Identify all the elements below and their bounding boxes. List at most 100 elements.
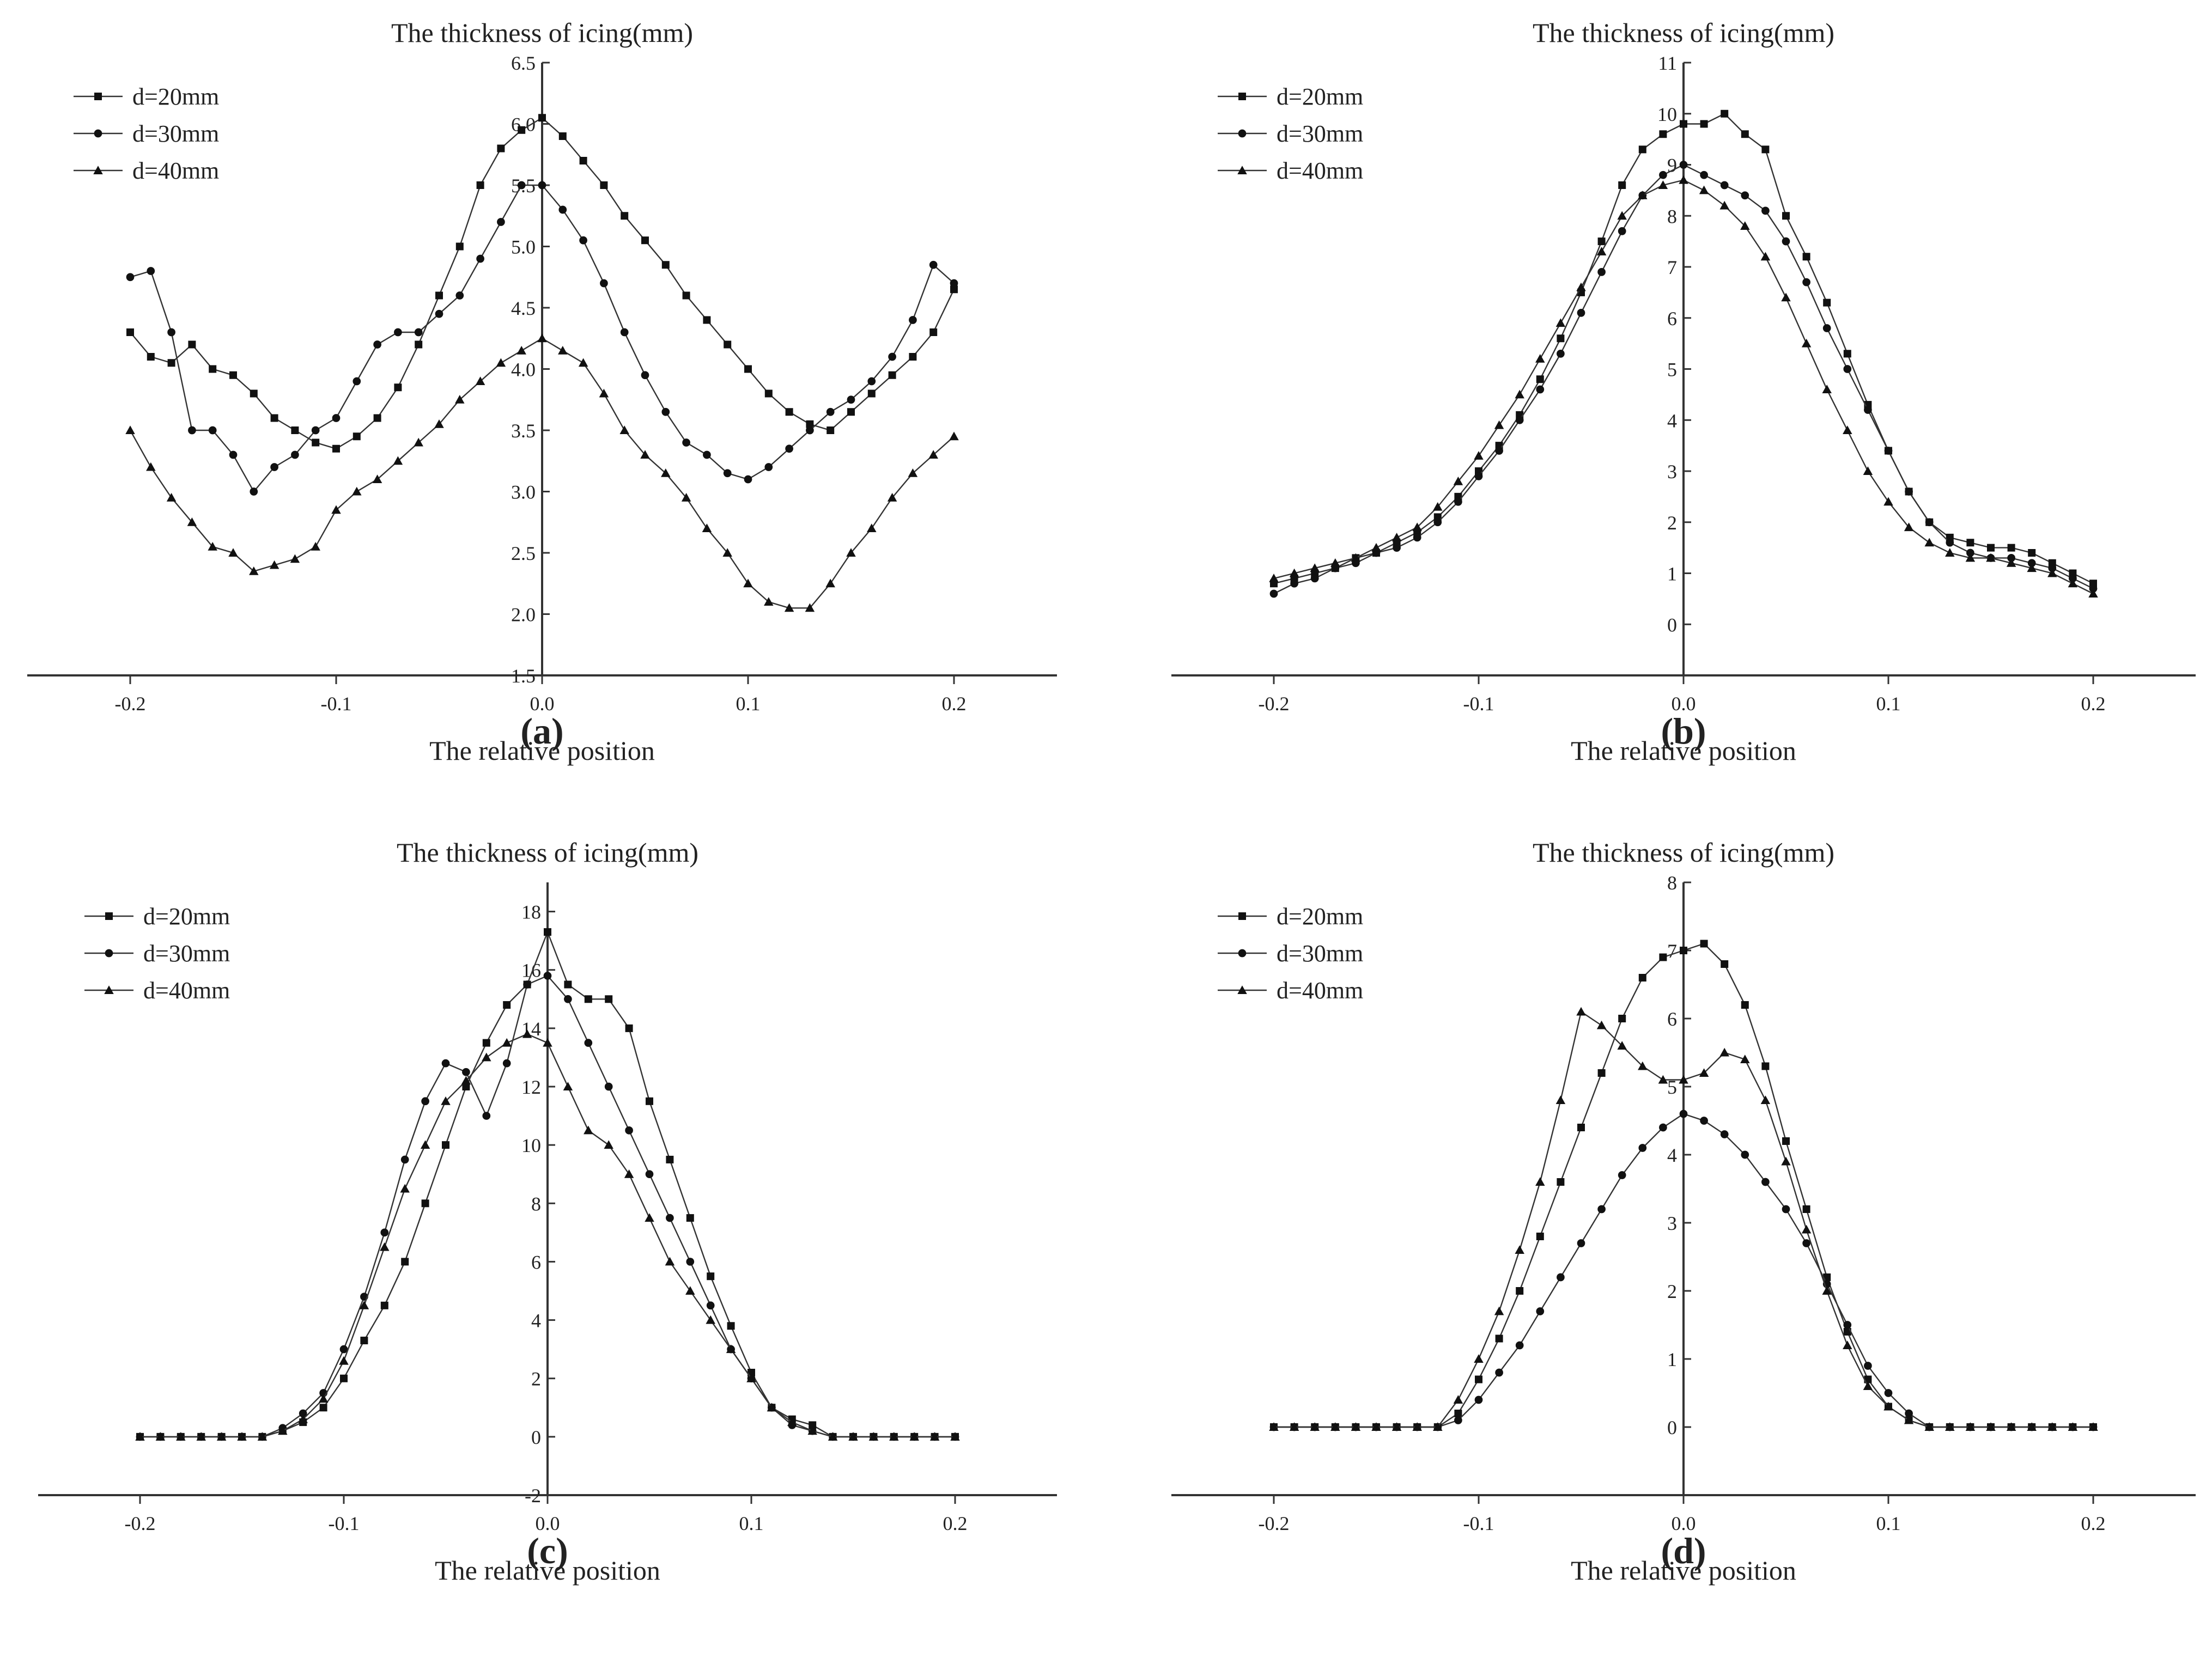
panel-c-series-3-point [176,1432,186,1441]
panel-c-y-tick-label: 18 [521,901,541,923]
panel-b-series-3-point [1494,420,1504,429]
panel-c-y-tick-label: 6 [531,1251,541,1273]
panel-d-series-3-point [1289,1422,1299,1431]
panel-d-series-2-point [1761,1178,1770,1186]
panel-a-series-3-point [702,523,712,532]
panel-b-series-2-point [1495,447,1503,455]
panel-b-y-tick-label: 6 [1667,308,1677,330]
panel-c-series-1-point [584,995,592,1003]
panel-c-legend-marker-1 [105,912,113,920]
panel-a-series-2-point [167,328,175,337]
panel-c-series-1-point [401,1258,409,1266]
panel-a-x-tick-label: 0.2 [942,693,967,715]
panel-c-series-3-point [563,1082,573,1090]
panel-a-series-2-point [538,181,546,190]
panel-d-series-3-point [2047,1422,2057,1431]
panel-c-series-2-point [339,1345,348,1354]
panel-a-series-3-point [722,548,732,557]
panel-b-series-3-point [1269,574,1279,582]
panel-a-series-1-point [558,132,567,140]
panel-b-series-3-point [2068,578,2078,588]
panel-d-series-1-point [1638,974,1646,982]
panel-a-series-2-point [723,469,732,478]
panel-a-legend-marker-2 [94,129,102,138]
panel-b-series-2-point [1557,350,1565,358]
panel-a-series-3-point [887,493,897,502]
panel-a-y-tick-label: 3.0 [511,481,536,503]
panel-a-series-2-point [950,279,958,288]
panel-d-series-1-point [1516,1287,1524,1295]
panel-d-y-tick-label: 6 [1667,1008,1677,1030]
panel-c-series-3-point [237,1432,247,1441]
panel-b-x-tick-label: 0.0 [1672,693,1696,715]
panel-c-series-3-point [298,1414,308,1423]
panel-a-series-3-point [125,425,135,434]
panel-d-series-3-point [1433,1422,1443,1431]
panel-b-legend-marker-3 [1237,166,1247,174]
panel-b-series-3-point [1699,185,1709,194]
panel-d-series-1-point [1680,947,1687,954]
panel-c-x-tick-label: -0.2 [125,1513,156,1534]
panel-d-series-2-point [1905,1409,1913,1418]
panel-b-y-tick-label: 8 [1667,205,1677,227]
panel-a-series-2-point [641,371,649,380]
panel-c-series-1-point [686,1214,694,1222]
panel-b-series-3-point [1843,425,1852,434]
panel-c-legend-label-1: d=20mm [143,903,230,930]
panel-c-series-3-point [216,1432,227,1441]
panel-d-series-1-point [1659,953,1667,961]
panel-d-series-2-point [1638,1144,1647,1152]
panel-a-series-2-point [847,395,855,404]
panel-b-series-3-point [1883,497,1893,506]
panel-b-series-3-point [2088,589,2098,598]
panel-d-series-2-point [1515,1341,1524,1350]
panel-b-series-3-point [1535,354,1545,363]
panel-a-y-tick-label: 4.0 [511,359,536,381]
panel-d-series-1-point [1618,1015,1626,1022]
panel-a-series-1-point [764,389,773,398]
panel-c-legend-marker-2 [105,949,113,958]
panel-d-series-3-point [1576,1007,1586,1016]
panel-c-series-3-point [685,1286,695,1295]
panel-d-series-1-point [1761,1062,1770,1070]
panel-a-legend-label-2: d=30mm [132,120,219,147]
panel-a-series-2-point [353,377,361,386]
panel-b-x-tick-label: -0.1 [1463,693,1494,715]
panel-b-series-3-point [1474,451,1484,460]
panel-a-series-2-point [229,450,238,459]
panel-b-chart-title: The thickness of icing(mm) [1533,17,1834,48]
panel-b-series-2-point [1905,487,1913,496]
panel-a-y-tick-label: 4.5 [511,297,536,319]
panel-a-series-1-point [415,340,423,349]
panel-d-series-3-point [1986,1422,1996,1431]
panel-d-series-3-point [1781,1156,1791,1166]
panel-b-series-1-point [1680,120,1687,128]
panel-a-x-tick-label: -0.1 [321,693,352,715]
panel-c-series-2-point [299,1409,307,1418]
panel-b-legend-label-1: d=20mm [1277,83,1363,110]
panel-b-series-3-point [1924,538,1934,547]
panel-c-series-1-point [544,928,551,936]
panel-b-legend-marker-1 [1238,93,1246,100]
panel-b-legend-label-3: d=40mm [1277,157,1363,184]
panel-d-series-3-point [1843,1340,1852,1349]
panel-c-series-2-point [706,1301,715,1310]
panel-b-series-1-point [1700,120,1708,128]
panel-a-series-3-point [537,333,547,343]
panel-b-y-tick-label: 1 [1667,563,1677,585]
panel-d-series-2-point [1741,1150,1749,1159]
panel-c-y-tick-label: -2 [525,1485,541,1507]
panel-b-series-2-point [1720,181,1729,190]
panel-c-x-tick-label: 0.1 [739,1513,764,1534]
panel-d-series-3-point [1883,1401,1893,1411]
panel-a-series-2-point [517,181,526,190]
panel-a-series-2-point [126,273,135,282]
panel-a-series-3-point [558,346,568,355]
panel-d-series-3-point [2088,1422,2098,1431]
panel-d-series-2-point [1536,1307,1545,1315]
panel-b-series-2-point [2007,554,2015,562]
panel-c-series-2-point [502,1059,511,1068]
panel-d-series-1-point [1536,1233,1544,1240]
panel-c-y-tick-label: 0 [531,1427,541,1448]
panel-b-series-2-point [1925,518,1934,527]
